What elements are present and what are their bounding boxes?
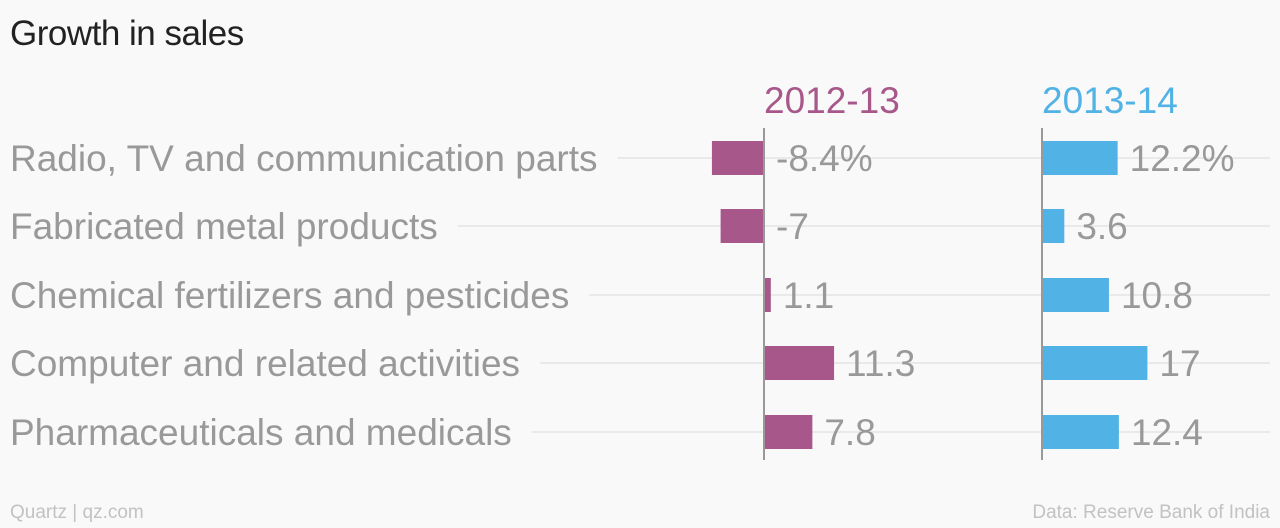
bar-2012: [764, 278, 771, 312]
data-label-2013: 3.6: [1076, 206, 1127, 247]
bar-2013: [1042, 141, 1118, 175]
bar-2012: [764, 415, 813, 449]
bar-2013: [1042, 278, 1109, 312]
data-label-2012: -8.4%: [776, 138, 873, 179]
series-header-2013: 2013-14: [1042, 80, 1178, 121]
bar-2012: [764, 346, 835, 380]
category-label: Pharmaceuticals and medicals: [10, 412, 512, 453]
data-label-2012: 1.1: [783, 275, 834, 316]
footer-source-right: Data: Reserve Bank of India: [1032, 502, 1270, 523]
data-label-2013: 10.8: [1121, 275, 1193, 316]
data-label-2012: -7: [776, 206, 809, 247]
data-label-2013: 12.4: [1131, 412, 1203, 453]
category-label: Chemical fertilizers and pesticides: [10, 275, 569, 316]
series-header-2012: 2012-13: [764, 80, 900, 121]
data-label-2012: 11.3: [846, 343, 915, 384]
data-label-2012: 7.8: [824, 412, 875, 453]
bar-2013: [1042, 415, 1119, 449]
bar-2013: [1042, 346, 1148, 380]
bar-2012: [720, 209, 764, 243]
bar-2012: [711, 141, 764, 175]
footer-source-left: Quartz | qz.com: [10, 502, 144, 523]
data-label-2013: 17: [1159, 343, 1200, 384]
chart-title: Growth in sales: [10, 14, 244, 53]
category-label: Radio, TV and communication parts: [10, 138, 598, 179]
category-label: Computer and related activities: [10, 343, 520, 384]
data-label-2013: 12.2%: [1130, 138, 1235, 179]
category-label: Fabricated metal products: [10, 206, 438, 247]
bar-2013: [1042, 209, 1065, 243]
